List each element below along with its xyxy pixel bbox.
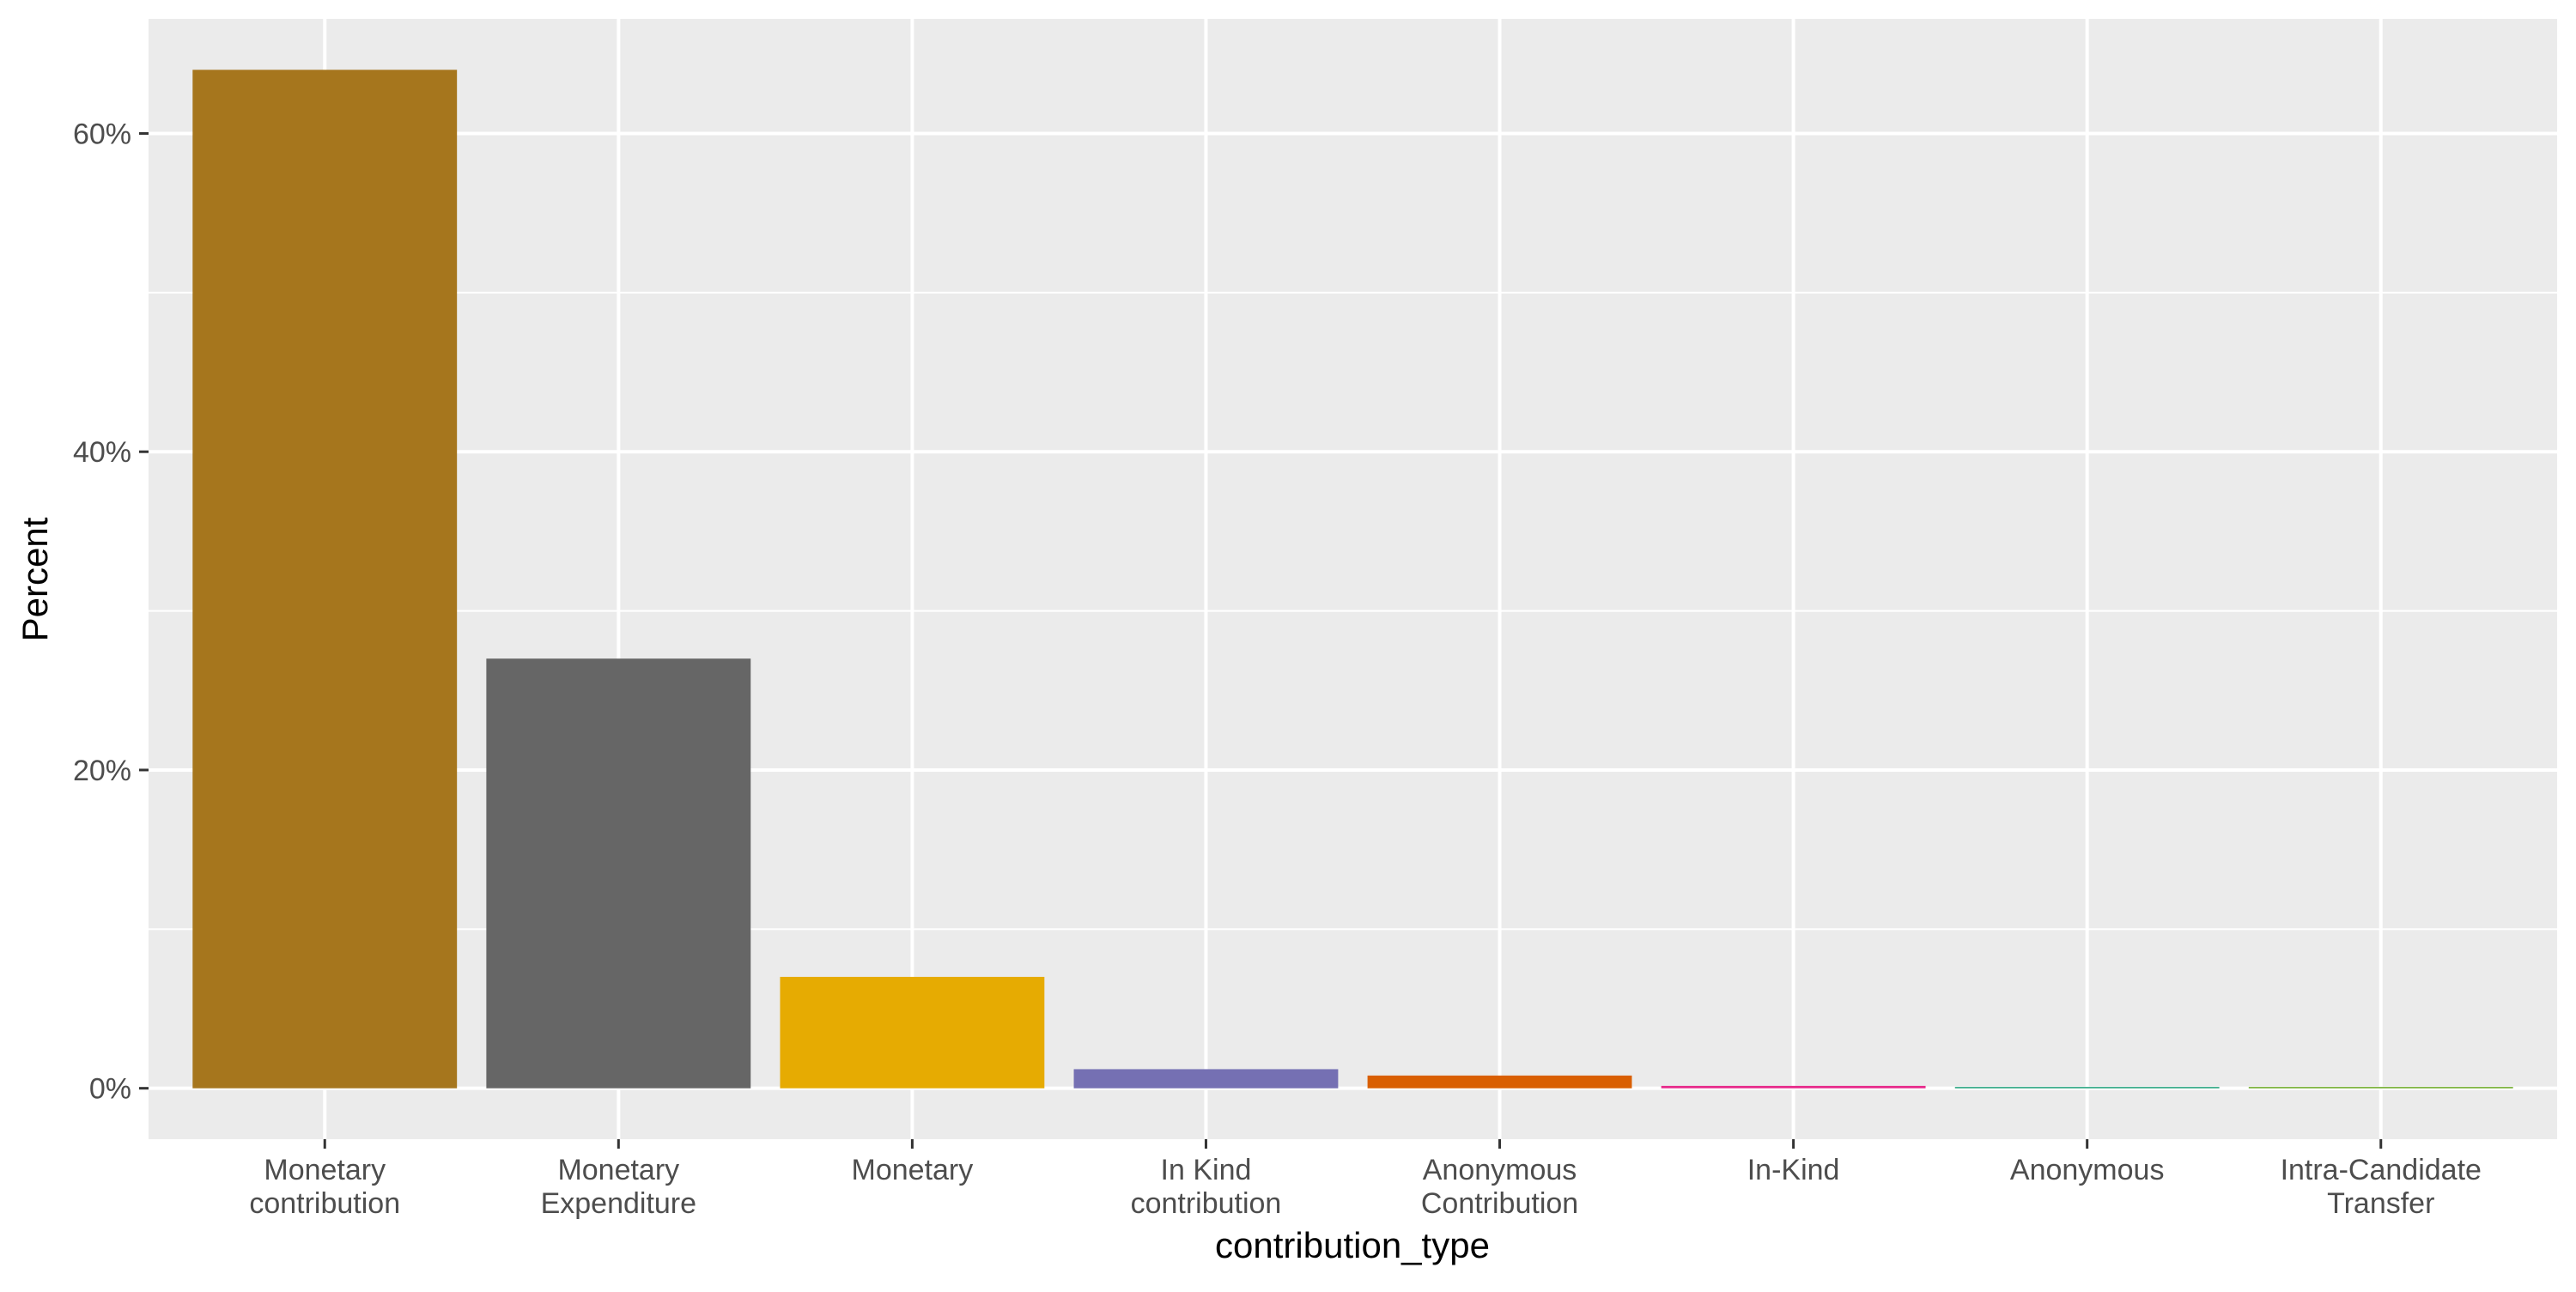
- x-tick-label: Monetary Expenditure: [541, 1154, 696, 1220]
- x-tick-label: Anonymous: [2010, 1154, 2165, 1186]
- bar: [486, 658, 751, 1089]
- x-tick-label: Monetary contribution: [249, 1154, 400, 1220]
- y-tick-label: 40%: [73, 436, 131, 469]
- x-tick-label: Anonymous Contribution: [1421, 1154, 1578, 1220]
- bar: [1367, 1075, 1632, 1089]
- bar: [780, 976, 1045, 1089]
- bar: [1073, 1069, 1339, 1089]
- x-axis: Monetary contribution Monetary Expenditure M…: [249, 1139, 2482, 1220]
- x-tick-label: In-Kind: [1747, 1154, 1840, 1186]
- x-tick-label: Monetary: [852, 1154, 974, 1186]
- y-tick-label: 60%: [73, 118, 131, 150]
- x-tick-label: In Kind contribution: [1131, 1154, 1282, 1220]
- x-axis-title: contribution_type: [1215, 1225, 1490, 1265]
- bar: [1954, 1087, 2220, 1089]
- bars: [192, 70, 2513, 1089]
- bar: [1661, 1085, 1926, 1089]
- y-axis-title: Percent: [15, 517, 55, 641]
- bar: [192, 70, 458, 1089]
- x-tick-label: Intra-Candidate Transfer: [2281, 1154, 2482, 1220]
- y-tick-label: 20%: [73, 755, 131, 787]
- y-tick-label: 0%: [89, 1073, 131, 1106]
- y-axis: 0% 20% 40% 60%: [73, 118, 149, 1106]
- bar: [2248, 1087, 2513, 1089]
